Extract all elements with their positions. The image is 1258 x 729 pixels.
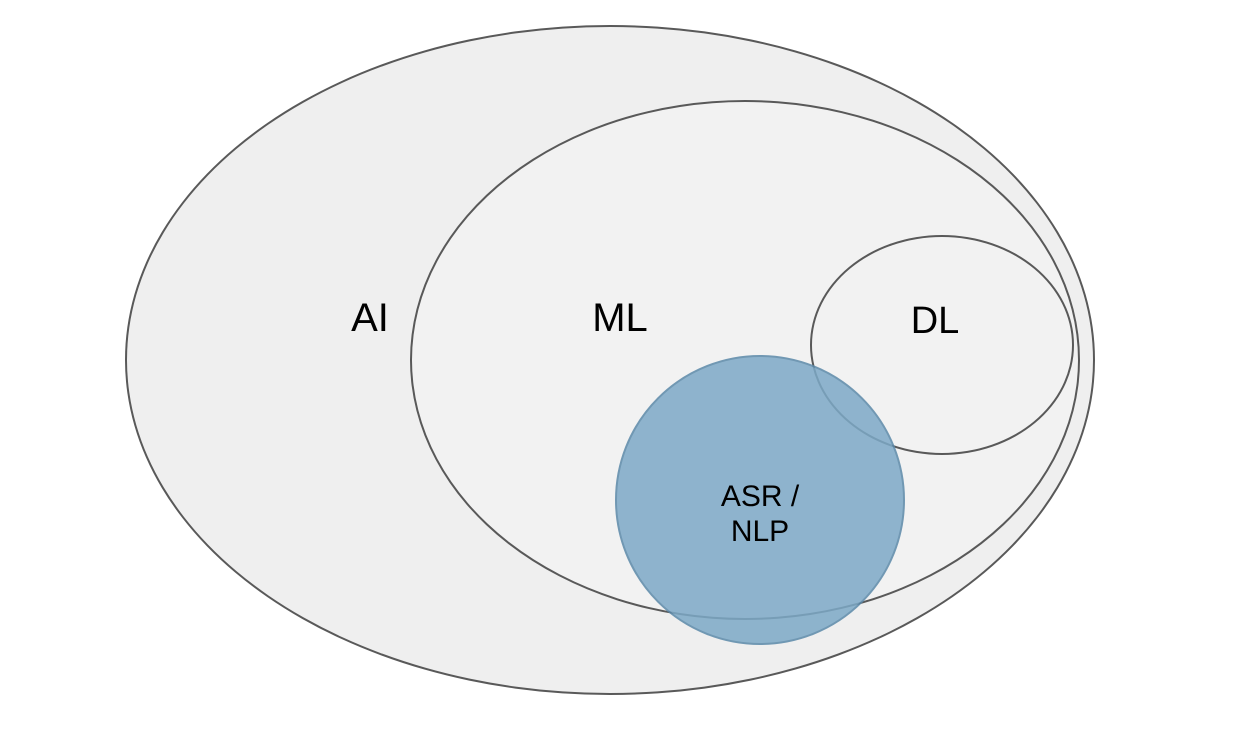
label-dl: DL xyxy=(785,300,1085,344)
venn-diagram: AI ML DL ASR / NLP xyxy=(0,0,1258,729)
label-ml: ML xyxy=(470,295,770,341)
label-asr-nlp: ASR / NLP xyxy=(610,480,910,549)
